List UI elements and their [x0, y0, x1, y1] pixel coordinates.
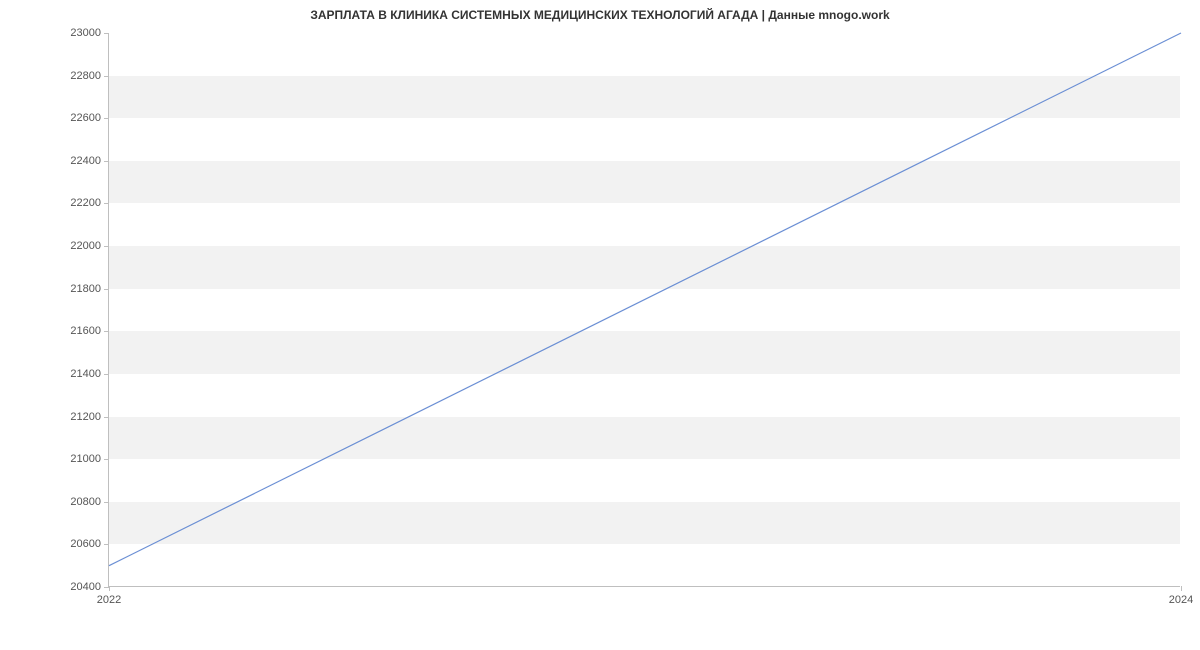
- y-tick-label: 23000: [70, 27, 109, 39]
- series-salary: [109, 33, 1181, 566]
- y-tick-label: 21600: [70, 325, 109, 337]
- plot-area: 2040020600208002100021200214002160021800…: [108, 33, 1180, 587]
- y-tick-label: 21800: [70, 283, 109, 295]
- line-layer: [109, 33, 1181, 587]
- y-tick-label: 21200: [70, 411, 109, 423]
- y-tick-label: 22400: [70, 155, 109, 167]
- chart-title: ЗАРПЛАТА В КЛИНИКА СИСТЕМНЫХ МЕДИЦИНСКИХ…: [0, 8, 1200, 22]
- x-tick-label: 2022: [97, 586, 121, 606]
- y-tick-label: 20800: [70, 496, 109, 508]
- y-tick-label: 21000: [70, 453, 109, 465]
- y-tick-label: 21400: [70, 368, 109, 380]
- y-tick-label: 22000: [70, 240, 109, 252]
- x-tick-label: 2024: [1169, 586, 1193, 606]
- y-tick-label: 20600: [70, 538, 109, 550]
- y-tick-label: 22200: [70, 197, 109, 209]
- y-tick-label: 22800: [70, 70, 109, 82]
- y-tick-label: 22600: [70, 112, 109, 124]
- salary-line-chart: ЗАРПЛАТА В КЛИНИКА СИСТЕМНЫХ МЕДИЦИНСКИХ…: [0, 0, 1200, 650]
